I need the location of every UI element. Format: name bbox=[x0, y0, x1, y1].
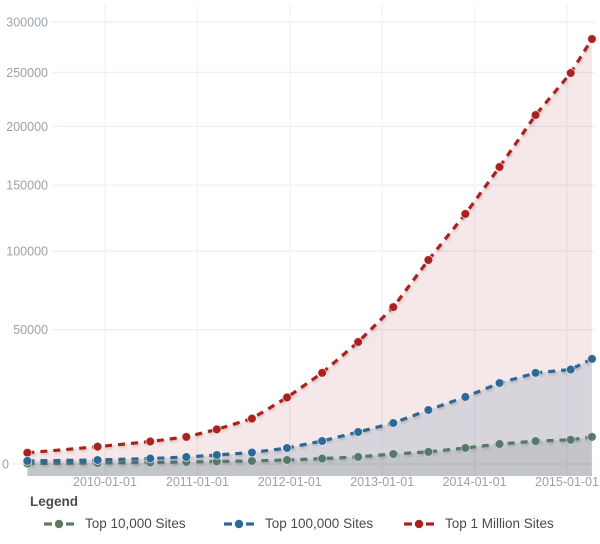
data-point-dot bbox=[145, 453, 156, 464]
y-tick-label: 250000 bbox=[6, 66, 48, 80]
data-point-dot bbox=[317, 453, 328, 464]
x-tick-label: 2013-01-01 bbox=[350, 475, 414, 489]
series-area-1 bbox=[27, 358, 592, 476]
x-tick-label: 2011-01-01 bbox=[166, 475, 229, 489]
data-point-dot bbox=[22, 447, 33, 458]
legend-item-label: Top 1 Million Sites bbox=[445, 516, 554, 531]
data-point-dot bbox=[282, 455, 292, 465]
data-point-dot bbox=[211, 424, 222, 435]
chart-plot-area: 0 50000 100000 150000 200000 250000 300000 201… bbox=[2, 5, 599, 489]
data-point-dot bbox=[92, 441, 103, 452]
legend-item-label: Top 100,000 Sites bbox=[265, 516, 374, 531]
data-point-dot bbox=[530, 436, 541, 446]
series-line-0 bbox=[27, 435, 593, 466]
legend-title: Legend bbox=[30, 494, 79, 509]
legend-marker-icon bbox=[404, 519, 434, 528]
data-point-dot bbox=[423, 446, 434, 457]
data-point-dot bbox=[494, 439, 505, 449]
x-tick-label: 2014-01-01 bbox=[443, 475, 507, 489]
data-point-dot bbox=[494, 378, 505, 388]
legend-item-top-10-000-sites[interactable]: Top 10,000 Sites bbox=[44, 516, 186, 531]
data-point-dot bbox=[460, 443, 471, 453]
data-point-dot bbox=[388, 302, 399, 313]
data-point-dot bbox=[423, 405, 434, 415]
legend-dot bbox=[54, 519, 64, 528]
y-tick-label: 200000 bbox=[6, 120, 48, 134]
data-point-dot bbox=[565, 68, 576, 78]
data-point-dot bbox=[282, 392, 292, 403]
data-point-dot bbox=[353, 337, 364, 347]
data-point-dot bbox=[423, 255, 434, 265]
data-point-dot bbox=[530, 110, 541, 120]
data-point-dot bbox=[282, 443, 292, 453]
chart-legend: Legend Top 10,000 Sites Top 100,000 Sites… bbox=[0, 492, 600, 544]
legend-marker-icon bbox=[44, 519, 74, 528]
data-point-dot bbox=[460, 209, 471, 219]
data-point-dot bbox=[353, 427, 364, 437]
series-layer bbox=[22, 34, 597, 476]
x-tick-label: 2010-01-01 bbox=[73, 475, 137, 489]
data-point-dot bbox=[388, 449, 399, 459]
data-point-dot bbox=[388, 418, 399, 428]
series-area-2 bbox=[27, 39, 592, 476]
y-tick-label: 150000 bbox=[6, 179, 48, 193]
legend-dot bbox=[414, 519, 424, 528]
legend-item-label: Top 10,000 Sites bbox=[85, 516, 186, 531]
data-point-dot bbox=[565, 434, 576, 445]
legend-marker-icon bbox=[224, 519, 254, 528]
data-point-dot bbox=[211, 450, 222, 460]
data-point-dot bbox=[247, 413, 257, 424]
data-point-dot bbox=[247, 447, 257, 458]
x-tick-label: 2015-01-01 bbox=[535, 475, 599, 489]
legend-dot bbox=[234, 519, 244, 528]
y-tick-label: 100000 bbox=[6, 245, 48, 259]
data-point-dot bbox=[22, 456, 33, 466]
data-point-dot bbox=[587, 353, 597, 364]
data-point-dot bbox=[181, 452, 192, 462]
series-line-2 bbox=[27, 38, 594, 455]
data-point-dot bbox=[587, 432, 597, 442]
horizontal-gridlines bbox=[12, 21, 595, 465]
legend-item-top-1-million-sites[interactable]: Top 1 Million Sites bbox=[404, 516, 554, 531]
series-line-1 bbox=[27, 357, 593, 463]
legend-item-top-100-000-sites[interactable]: Top 100,000 Sites bbox=[224, 516, 373, 531]
data-point-dot bbox=[317, 436, 328, 446]
data-point-dot bbox=[317, 368, 328, 378]
series-area-0 bbox=[27, 436, 592, 476]
y-tick-label: 300000 bbox=[6, 16, 48, 30]
data-point-dot bbox=[92, 455, 103, 465]
y-axis-tick-labels: 0 50000 100000 150000 200000 250000 300000 bbox=[2, 16, 48, 472]
x-tick-label: 2012-01-01 bbox=[258, 475, 322, 489]
data-point-dot bbox=[460, 392, 471, 402]
y-tick-label: 50000 bbox=[13, 323, 48, 337]
data-point-dot bbox=[494, 162, 505, 172]
data-point-dot bbox=[145, 436, 156, 447]
x-axis-tick-labels: 2010-01-01 2011-01-01 2012-01-01 2013-01-01… bbox=[73, 475, 599, 489]
data-point-dot bbox=[181, 432, 192, 442]
y-tick-label: 0 bbox=[2, 458, 9, 472]
data-point-dot bbox=[353, 452, 364, 462]
data-point-dot bbox=[565, 364, 576, 375]
data-point-dot bbox=[530, 368, 541, 378]
data-point-dot bbox=[587, 34, 597, 44]
